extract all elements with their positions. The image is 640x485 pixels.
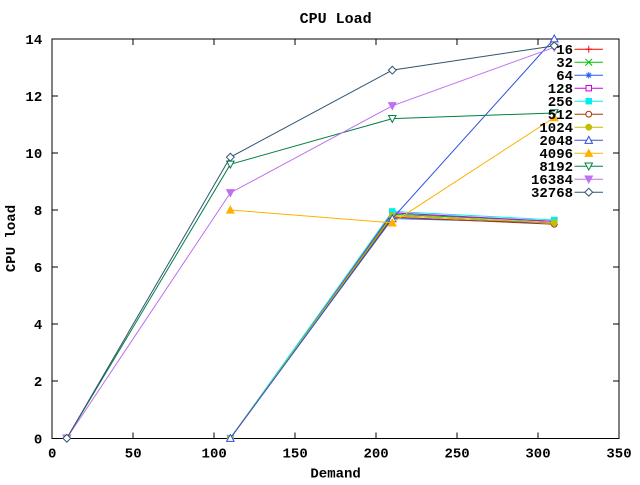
- svg-text:200: 200: [363, 446, 388, 462]
- svg-text:12: 12: [25, 90, 42, 106]
- svg-text:250: 250: [444, 446, 469, 462]
- svg-text:10: 10: [25, 147, 42, 163]
- svg-text:Demand: Demand: [310, 466, 360, 480]
- svg-text:8: 8: [34, 204, 42, 220]
- svg-text:50: 50: [125, 446, 142, 462]
- svg-text:32768: 32768: [531, 186, 573, 202]
- svg-text:CPU load: CPU load: [4, 205, 20, 272]
- svg-text:CPU Load: CPU Load: [300, 11, 372, 28]
- svg-text:14: 14: [25, 33, 42, 49]
- svg-text:6: 6: [34, 261, 42, 277]
- svg-text:350: 350: [606, 446, 631, 462]
- svg-text:300: 300: [525, 446, 550, 462]
- svg-text:0: 0: [34, 432, 42, 448]
- svg-text:4: 4: [34, 318, 42, 334]
- svg-text:100: 100: [202, 446, 227, 462]
- svg-text:150: 150: [283, 446, 308, 462]
- svg-text:2: 2: [34, 375, 42, 391]
- svg-text:0: 0: [48, 446, 56, 462]
